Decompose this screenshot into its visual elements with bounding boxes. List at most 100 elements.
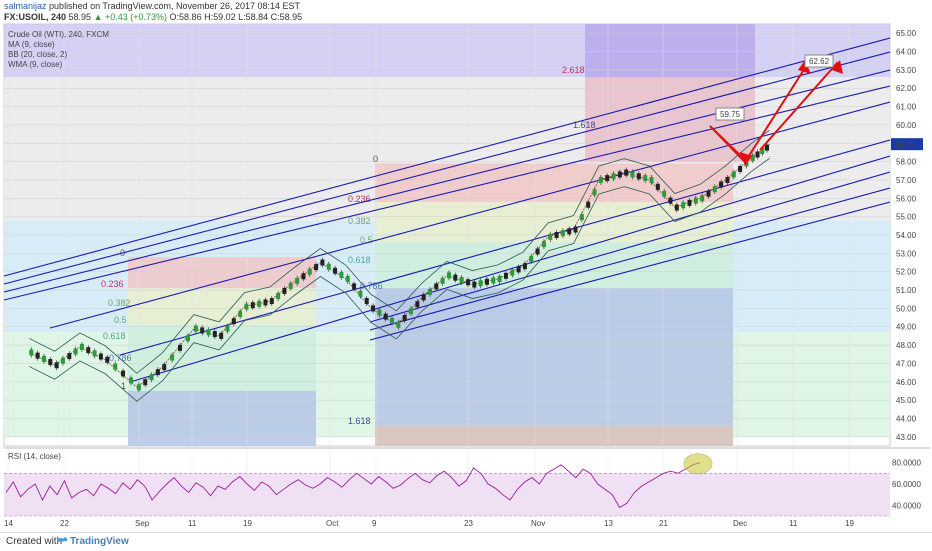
rsi-legend: RSI (14, close) xyxy=(8,452,61,461)
candle xyxy=(238,310,243,317)
candle xyxy=(725,176,730,183)
candle xyxy=(478,280,483,287)
legend-item: MA (9, close) xyxy=(8,40,55,49)
candle xyxy=(231,318,236,325)
fib-level-label: 2.618 xyxy=(562,65,585,75)
candle xyxy=(364,298,369,305)
candle xyxy=(674,204,679,211)
price-chart[interactable]: 65.0064.0063.0062.0061.0060.0059.0058.00… xyxy=(0,0,932,532)
candle xyxy=(617,171,622,178)
rsi-tick-label: 80.0000 xyxy=(892,459,921,468)
x-tick-label: Nov xyxy=(531,519,545,528)
candle xyxy=(29,349,34,356)
x-tick-label: 22 xyxy=(60,519,69,528)
candle xyxy=(605,175,610,182)
candle xyxy=(760,148,765,155)
candle xyxy=(371,305,376,312)
candle xyxy=(295,277,300,284)
bb-upper xyxy=(29,129,770,374)
legend-item: BB (20, close, 2) xyxy=(8,50,67,59)
candle xyxy=(434,283,439,290)
candle xyxy=(320,259,325,266)
legend-item: WMA (9, close) xyxy=(8,60,63,69)
candle xyxy=(193,325,198,332)
rsi-tick-label: 40.0000 xyxy=(892,501,921,510)
candle xyxy=(693,197,698,204)
candle xyxy=(529,255,534,262)
author-link[interactable]: salmanijaz xyxy=(4,1,47,11)
candle xyxy=(250,302,255,309)
candle xyxy=(636,173,641,180)
x-tick-label: 13 xyxy=(604,519,613,528)
candle xyxy=(48,359,53,366)
last-price: 58.95 xyxy=(68,12,92,22)
fib-level-label: 1.618 xyxy=(573,120,596,130)
candle xyxy=(128,377,133,384)
candle xyxy=(541,241,546,248)
candle xyxy=(383,313,388,320)
y-tick-label: 51.00 xyxy=(896,286,917,295)
candle xyxy=(700,195,705,202)
brand-link[interactable]: TradingView xyxy=(70,536,129,547)
y-tick-label: 48.00 xyxy=(896,341,917,350)
fib-level-label: 0.5 xyxy=(114,315,127,325)
y-tick-label: 64.00 xyxy=(896,48,917,57)
candle xyxy=(212,331,217,338)
y-tick-label: 45.00 xyxy=(896,396,917,405)
candle xyxy=(649,176,654,183)
candle xyxy=(352,283,357,290)
candle xyxy=(765,144,770,151)
candle xyxy=(573,226,578,233)
fib-level-label: 0.786 xyxy=(360,281,383,291)
candle xyxy=(60,357,65,364)
arrowhead-b xyxy=(832,60,843,74)
channel-line xyxy=(3,69,891,293)
candle xyxy=(155,369,160,376)
last-price-tag xyxy=(891,138,923,151)
chart-header: salmanijaz published on TradingView.com,… xyxy=(0,0,932,24)
candle xyxy=(624,169,629,176)
channel-line xyxy=(369,187,891,331)
candle xyxy=(738,165,743,172)
candle xyxy=(592,189,597,196)
candle xyxy=(712,186,717,193)
fib-level-label: 0 xyxy=(373,154,378,164)
candle xyxy=(257,300,262,307)
candle xyxy=(396,321,401,328)
fib-zone-top xyxy=(4,24,890,78)
candle xyxy=(301,273,306,280)
candle xyxy=(428,288,433,295)
candle xyxy=(282,287,287,294)
candle xyxy=(497,276,502,283)
x-tick-label: 9 xyxy=(372,519,377,528)
y-tick-label: 61.00 xyxy=(896,103,917,112)
y-tick-label: 60.00 xyxy=(896,121,917,130)
channel-line xyxy=(369,171,891,323)
legend-item: Crude Oil (WTI), 240, FXCM xyxy=(8,30,109,39)
candle xyxy=(105,356,110,363)
y-tick-label: 49.00 xyxy=(896,323,917,332)
candle xyxy=(225,325,230,332)
candle xyxy=(41,355,46,362)
candle xyxy=(491,277,496,284)
bb-lower xyxy=(29,157,770,402)
candle xyxy=(314,264,319,271)
fib-level-label: 0.786 xyxy=(109,353,132,363)
candle xyxy=(402,315,407,322)
fib-level-label: 0.236 xyxy=(348,194,371,204)
candle xyxy=(219,332,224,339)
fib-box-brown xyxy=(375,425,733,446)
x-tick-label: Oct xyxy=(326,519,339,528)
candle xyxy=(333,267,338,274)
candle xyxy=(655,183,660,190)
fib-box-olive xyxy=(375,201,733,243)
candle xyxy=(579,214,584,221)
x-tick-label: 14 xyxy=(4,519,13,528)
candle xyxy=(98,353,103,360)
candle xyxy=(358,290,363,297)
y-tick-label: 52.00 xyxy=(896,268,917,277)
fib-level-label: 0.618 xyxy=(348,255,371,265)
channel-line xyxy=(369,201,891,341)
candle xyxy=(92,350,97,357)
candle xyxy=(339,271,344,278)
